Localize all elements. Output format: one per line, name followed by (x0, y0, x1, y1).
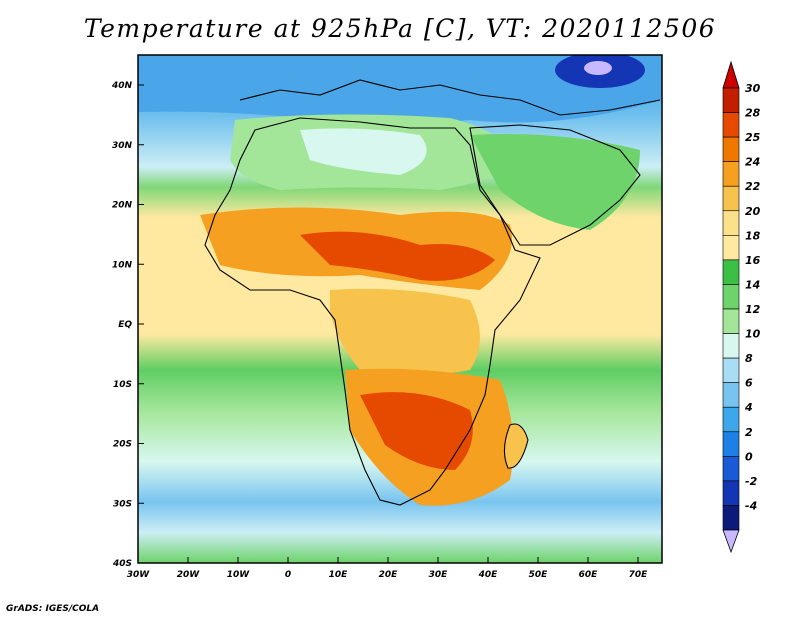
lat-tick-label: 40S (112, 559, 132, 569)
lat-tick-label: 10N (112, 260, 133, 270)
map-plot-area (138, 55, 662, 563)
lat-tick-label: 20S (113, 440, 132, 450)
colorbar-top-arrow (722, 60, 740, 89)
lon-tick-label: 30E (429, 570, 449, 580)
colorbar-segment (722, 333, 740, 359)
colorbar-segment (722, 357, 740, 383)
colorbar-label: -2 (745, 475, 758, 488)
latitude-axis: 40N 30N 20N 10N EQ 10S 20S 30S 40S (111, 81, 144, 569)
colorbar-segment (722, 308, 740, 334)
lat-tick-label: 40N (111, 81, 133, 91)
colorbar-segment (722, 161, 740, 187)
colorbar-label: 4 (744, 401, 753, 414)
arctic-cold-core (584, 61, 612, 75)
colorbar-segment (722, 112, 740, 138)
longitude-axis: 30W 20W 10W 0 10E 20E 30E 40E 50E 60E 70E (127, 557, 648, 580)
colorbar-label: 14 (745, 278, 760, 291)
colorbar-label: 28 (745, 107, 761, 120)
colorbar-label: 20 (745, 205, 761, 218)
coastlines (204, 79, 661, 506)
colorbar-segment (722, 210, 740, 236)
southern-africa-hot (360, 392, 473, 470)
colorbar-label: 10 (745, 328, 761, 341)
lon-tick-label: 20E (379, 570, 399, 580)
arabia-coastline (469, 124, 641, 246)
colorbar-segment (722, 456, 740, 482)
lon-tick-label: 10E (329, 570, 349, 580)
arabia-region (470, 134, 640, 230)
lon-tick-label: 60E (579, 570, 599, 580)
colorbar-segment (722, 136, 740, 162)
colorbar-label: 18 (745, 229, 761, 242)
colorbar-label: 2 (745, 426, 753, 439)
colorbar-segment (722, 259, 740, 285)
colorbar-label: 0 (745, 450, 753, 463)
colorbar-label: 12 (745, 303, 761, 316)
colorbar-label: 16 (745, 254, 761, 267)
colorbar-label: 30 (745, 82, 761, 95)
colorbar-segment (722, 87, 740, 113)
madagascar-coastline (503, 423, 529, 469)
colorbar-bottom-arrow (722, 529, 740, 554)
colorbar-label: 22 (745, 180, 761, 193)
colorbar-label: -4 (745, 499, 757, 512)
map-frame (137, 54, 663, 564)
grads-credit: GrADS: IGES/COLA (6, 604, 100, 614)
lat-tick-label: 20N (112, 201, 133, 211)
colorbar-label: 8 (745, 352, 753, 365)
lat-tick-label: EQ (118, 320, 132, 330)
colorbar-segment (722, 505, 740, 531)
europe-coastline (239, 79, 661, 116)
lon-tick-label: 20W (177, 570, 201, 580)
lat-tick-label: 30S (113, 499, 132, 509)
lon-tick-label: 10W (227, 570, 251, 580)
colorbar-segment (722, 382, 740, 408)
lon-tick-label: 40E (478, 570, 499, 580)
africa-coastline (204, 117, 541, 506)
sahara-interior (300, 128, 427, 175)
colorbar-label: 24 (745, 156, 760, 169)
central-africa-warm (330, 288, 480, 375)
colorbar-label: 25 (745, 131, 761, 144)
colorbar-segment (722, 431, 740, 457)
colorbar-segment (722, 185, 740, 212)
colorbar-label: 6 (745, 377, 753, 390)
lon-tick-label: 70E (629, 570, 649, 580)
lat-tick-label: 10S (113, 380, 132, 390)
map-title: Temperature at 925hPa [C], VT: 202011250… (83, 14, 717, 43)
lat-tick-label: 30N (112, 141, 133, 151)
lon-tick-label: 30W (127, 570, 151, 580)
colorbar-segment (722, 235, 740, 261)
madagascar (504, 424, 528, 469)
lon-tick-label: 50E (529, 570, 549, 580)
sahel-hot-core (300, 231, 495, 281)
colorbar-segment (722, 480, 740, 506)
lon-tick-label: 0 (285, 570, 291, 580)
colorbar-segment (722, 406, 740, 433)
colorbar-segment (722, 284, 740, 310)
